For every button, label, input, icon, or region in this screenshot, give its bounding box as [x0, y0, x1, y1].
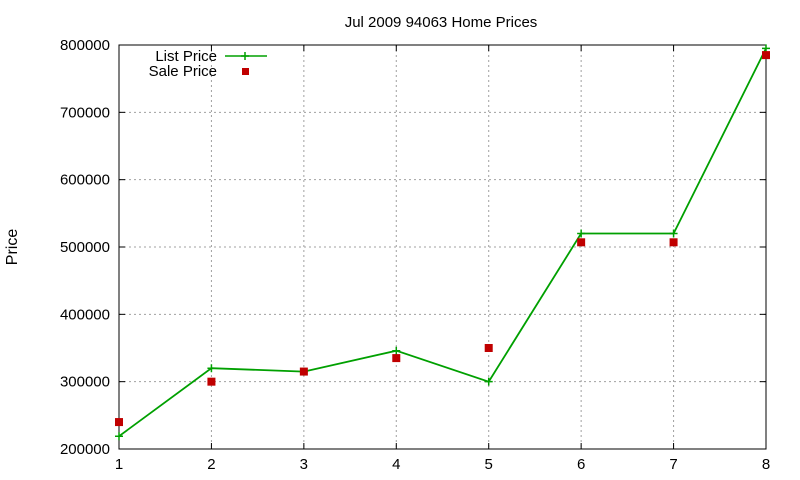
- legend-label-sale-price: Sale Price: [149, 63, 217, 80]
- list-price-point: [669, 229, 678, 238]
- y-tick-label: 200000: [60, 441, 110, 458]
- y-tick-label: 600000: [60, 172, 110, 189]
- list-price-line: [118, 47, 767, 437]
- list-price-point: [115, 432, 123, 441]
- y-tick-label: 300000: [60, 374, 110, 391]
- sale-price-point: [762, 51, 770, 60]
- series-layer: [115, 44, 770, 441]
- x-tick-label: 4: [392, 456, 400, 473]
- legend: List Price Sale Price: [149, 48, 267, 80]
- legend-marker-sale-price: [242, 68, 249, 75]
- x-tick-label: 1: [115, 456, 123, 473]
- plot-frame: [118, 44, 767, 450]
- x-tick-label: 5: [485, 456, 493, 473]
- grid-layer: [119, 45, 766, 449]
- list-price-point: [207, 364, 216, 373]
- x-tick-label: 3: [300, 456, 308, 473]
- x-tick-label: 6: [577, 456, 585, 473]
- legend-label-list-price: List Price: [155, 48, 217, 65]
- y-tick-label: 500000: [60, 239, 110, 256]
- x-tick-label: 8: [762, 456, 770, 473]
- x-tick-label: 7: [669, 456, 677, 473]
- y-tick-label: 400000: [60, 306, 110, 323]
- list-price-point: [577, 229, 586, 238]
- tick-layer: 200000 300000 400000 500000 600000 700000 8000…: [60, 37, 770, 473]
- y-tick-label: 700000: [60, 104, 110, 121]
- list-price-point: [484, 377, 493, 386]
- y-axis-label: Price: [4, 229, 21, 266]
- sale-price-point: [299, 367, 308, 376]
- sale-price-point: [392, 354, 401, 363]
- list-price-point: [392, 346, 401, 355]
- sale-price-point: [207, 377, 216, 386]
- sale-price-point: [484, 344, 493, 352]
- sale-price-point: [577, 238, 586, 247]
- list-price-point: [762, 44, 770, 53]
- y-tick-label: 800000: [60, 37, 110, 54]
- x-tick-label: 2: [207, 456, 215, 473]
- sale-price-point: [669, 238, 678, 247]
- chart-title: Jul 2009 94063 Home Prices: [345, 14, 538, 31]
- legend-marker-list-price: [241, 52, 249, 60]
- sale-price-point: [115, 418, 123, 427]
